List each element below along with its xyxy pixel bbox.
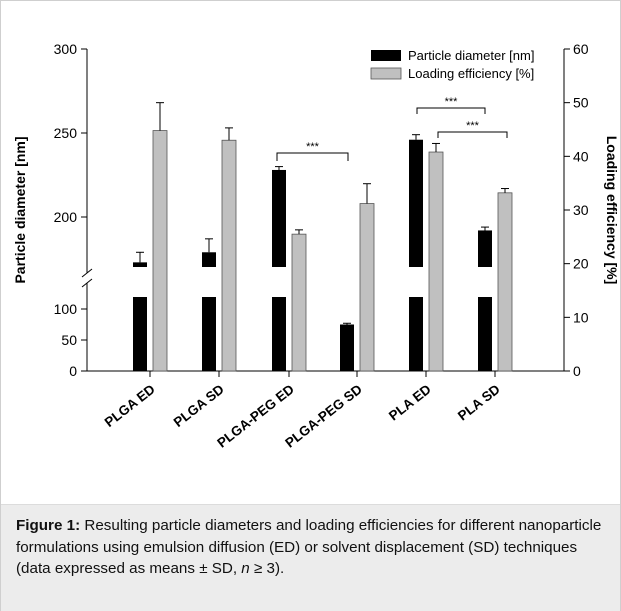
bar-particle-diameter-lower xyxy=(133,297,147,371)
significance-label: *** xyxy=(466,120,480,132)
bar-particle-diameter-lower xyxy=(409,297,423,371)
significance-bracket xyxy=(437,131,508,138)
bar-loading-efficiency xyxy=(291,233,307,372)
right-tick-label: 40 xyxy=(573,148,589,164)
bar-particle-diameter-upper xyxy=(409,139,423,267)
significance-bracket xyxy=(276,152,349,161)
right-tick-label: 10 xyxy=(573,309,589,325)
chart-area: 0 50 100 200 250 300 0 10 20 30 40 50 60 Particle dia… xyxy=(1,1,620,504)
axis-break-mark-bottom xyxy=(81,278,93,288)
right-tick-label: 60 xyxy=(573,41,589,57)
x-tick-label: PLA ED xyxy=(386,381,434,423)
caption-n-symbol: n xyxy=(241,560,250,577)
bar-particle-diameter xyxy=(340,324,354,371)
legend-swatch-particle-diameter xyxy=(371,50,401,61)
caption-box: Figure 1: Resulting particle diameters a… xyxy=(1,504,620,611)
right-tick-label: 0 xyxy=(573,363,581,379)
left-tick-label: 0 xyxy=(69,363,77,379)
caption-tail: ≥ 3). xyxy=(249,560,285,577)
right-tick-label: 20 xyxy=(573,256,589,272)
left-tick-label: 250 xyxy=(54,125,78,141)
bar-loading-efficiency xyxy=(359,203,375,372)
x-tick-label: PLGA ED xyxy=(102,381,158,430)
left-tick-label: 50 xyxy=(61,332,77,348)
right-tick-label: 30 xyxy=(573,202,589,218)
bar-particle-diameter-upper xyxy=(478,230,492,267)
bar-loading-efficiency xyxy=(152,130,168,372)
right-tick-label: 50 xyxy=(573,95,589,111)
bar-particle-diameter-lower xyxy=(478,297,492,371)
left-tick-label: 200 xyxy=(54,209,78,225)
bar-loading-efficiency xyxy=(428,151,444,372)
bar-chart: 0 50 100 200 250 300 0 10 20 30 40 50 60 Particle dia… xyxy=(12,41,620,451)
left-tick-label: 300 xyxy=(54,41,78,57)
x-tick-label: PLGA SD xyxy=(171,381,227,430)
bar-particle-diameter-lower xyxy=(202,297,216,371)
axis-break-mark-top xyxy=(81,268,93,278)
significance-bracket xyxy=(416,107,486,114)
bar-loading-efficiency xyxy=(497,192,513,372)
left-tick-label: 100 xyxy=(54,301,78,317)
legend-label-particle-diameter: Particle diameter [nm] xyxy=(408,48,534,63)
bar-particle-diameter-upper xyxy=(133,262,147,267)
figure-caption: Figure 1: Resulting particle diameters a… xyxy=(16,515,608,580)
right-axis-title: Loading efficiency [%] xyxy=(604,136,620,285)
caption-body: Resulting particle diameters and loading… xyxy=(16,517,602,577)
left-axis-title: Particle diameter [nm] xyxy=(12,136,28,283)
legend-swatch-loading-efficiency xyxy=(370,67,402,80)
significance-label: *** xyxy=(306,141,320,153)
caption-label: Figure 1: xyxy=(16,517,81,534)
bar-particle-diameter-upper xyxy=(272,169,286,267)
legend-label-loading-efficiency: Loading efficiency [%] xyxy=(408,66,534,81)
x-tick-label: PLA SD xyxy=(455,381,503,423)
bar-particle-diameter-lower xyxy=(272,297,286,371)
bar-loading-efficiency xyxy=(221,139,237,372)
significance-label: *** xyxy=(445,96,459,108)
bar-particle-diameter-upper xyxy=(202,252,216,267)
